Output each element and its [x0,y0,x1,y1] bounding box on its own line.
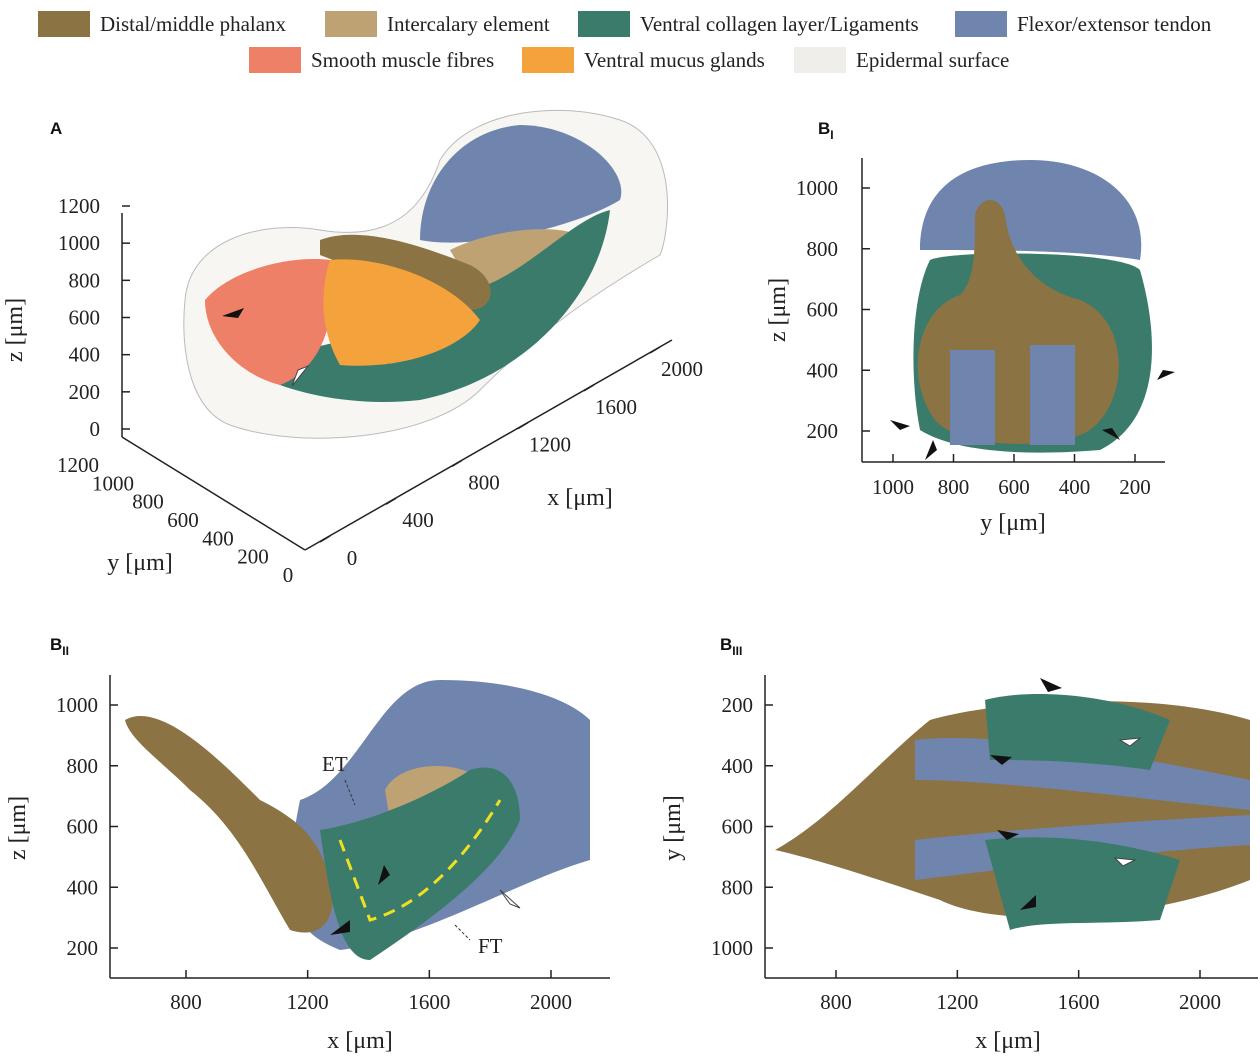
tick-label: 800 [938,475,970,499]
tick-label: 2000 [1179,990,1221,1014]
tick-label: 600 [69,306,101,330]
tick-label: 1000 [872,475,914,499]
panel-sub: I [830,128,833,142]
axis-label: z [μm] [2,298,28,362]
tick-label: 800 [132,490,164,514]
tick [452,460,462,466]
annotation: FT [478,934,503,958]
tick-label: 200 [722,693,754,717]
panel-label: BII [50,635,69,658]
tick-label: 1600 [595,395,637,419]
tick-label: 400 [202,526,234,550]
tick-label: 600 [722,815,754,839]
tick-label: 800 [69,268,101,292]
legend-swatch [249,47,301,73]
tick [320,536,330,542]
tick-label: 1000 [92,471,134,495]
tick-label: 600 [167,508,199,532]
tick-label: 200 [1119,475,1151,499]
tick-label: 800 [820,990,852,1014]
tick-label: 1000 [796,176,838,200]
tick-label: 1200 [287,990,329,1014]
tendon [950,350,995,445]
panel-sub: III [732,644,742,658]
renderings [125,110,1250,960]
tick-label: 0 [90,417,101,441]
tick-label: 1600 [1058,990,1100,1014]
tick-label: 1200 [529,433,571,457]
tick-label: 600 [807,298,839,322]
panel-letter: A [50,119,62,138]
axis-label: z [μm] [765,278,791,342]
tick-label: 600 [67,815,99,839]
tick-label: 400 [69,343,101,367]
tick-label: 0 [283,563,294,587]
tick-label: 400 [807,358,839,382]
legend-swatch [578,11,630,37]
legend-label: Ventral collagen layer/Ligaments [640,12,919,36]
tick [386,498,396,504]
legend-label: Epidermal surface [856,48,1009,72]
tick-label: 800 [468,470,500,494]
tick-label: 400 [722,754,754,778]
tick-label: 200 [237,545,269,569]
panel-letter: B [50,635,62,654]
panel-label: BIII [720,635,742,658]
tick-label: 800 [170,990,202,1014]
tick-label: 800 [807,237,839,261]
axis-label: x [μm] [327,1028,393,1054]
panel-sub: II [62,644,69,658]
tick-label: 800 [67,754,99,778]
tick-label: 400 [1059,475,1091,499]
legend-swatch [955,11,1007,37]
panel-letter: B [720,635,732,654]
axis-label: y [μm] [980,510,1046,536]
annotation: ET [322,752,348,776]
legend-swatch [522,47,574,73]
tick-label: 400 [402,508,434,532]
tick-label: 200 [69,380,101,404]
tick-label: 200 [67,936,99,960]
axis-label: y [μm] [107,550,173,576]
tick-label: 1200 [58,194,100,218]
tick-label: 2000 [530,990,572,1014]
panel-letter: B [818,119,830,138]
tick-label: 800 [722,875,754,899]
legend-swatch [794,47,846,73]
tick [650,347,660,353]
legend-label: Smooth muscle fibres [311,48,494,72]
tick [518,423,528,429]
tick-label: 1000 [58,231,100,255]
tick [584,385,594,391]
axis-label: x [μm] [975,1028,1041,1054]
tick-label: 200 [807,419,839,443]
axis-label: z [μm] [5,796,31,860]
panel-label: A [50,119,62,138]
tick-label: 600 [998,475,1030,499]
legend-label: Ventral mucus glands [584,48,765,72]
figure: Distal/middle phalanx Intercalary element… [0,0,1260,1056]
tick-label: 1000 [56,693,98,717]
tick-label: 0 [347,546,358,570]
legend-label: Flexor/extensor tendon [1017,12,1212,36]
tick-label: 1600 [408,990,450,1014]
legend-swatch [325,11,377,37]
tick-label: 1200 [936,990,978,1014]
tick-label: 1000 [711,936,753,960]
tendon [920,160,1141,260]
legend-label: Distal/middle phalanx [100,12,287,36]
panel-label: BI [818,119,834,142]
legend-swatch [38,11,90,37]
tick-label: 400 [67,875,99,899]
legend-label: Intercalary element [387,12,550,36]
axis-label: y [μm] [660,795,686,861]
tick-label: 2000 [661,357,703,381]
axis-label: x [μm] [547,485,613,511]
tendon [1030,345,1075,445]
